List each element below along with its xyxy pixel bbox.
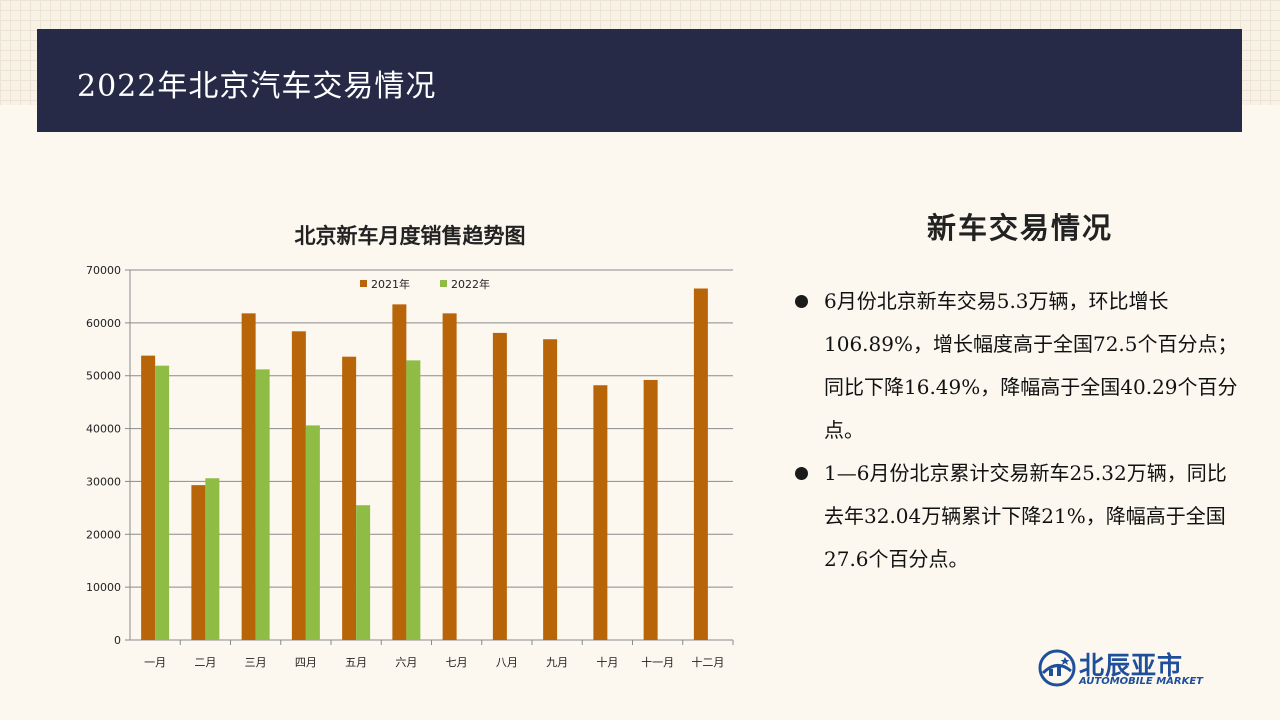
bar-2021	[291, 331, 306, 640]
legend-label: 2022年	[451, 277, 490, 291]
x-tick-label: 四月	[295, 656, 317, 669]
sales-bar-chart: 0 10000 20000 30000 40000 50000 60000 70000 一月 二月…	[86, 264, 734, 669]
logo-text-cn: 北辰亚市	[1079, 651, 1184, 680]
bar-2022	[406, 360, 421, 640]
x-tick-label: 十月	[596, 655, 618, 669]
y-tick-label: 60000	[86, 317, 121, 330]
bar-2021	[593, 385, 608, 640]
x-tick-label: 八月	[496, 656, 518, 669]
bullet-item: 6月份北京新车交易5.3万辆，环比增长106.89%，增长幅度高于全国72.5个…	[793, 280, 1243, 452]
y-tick-label: 20000	[86, 528, 121, 541]
y-tick-label: 10000	[86, 581, 121, 594]
bar-2021	[342, 356, 357, 640]
x-tick-label: 一月	[144, 656, 166, 669]
bullet-dot-icon	[795, 295, 808, 308]
bar-2021	[241, 313, 256, 640]
bar-2021	[643, 379, 658, 640]
bullet-text: 6月份北京新车交易5.3万辆，环比增长106.89%，增长幅度高于全国72.5个…	[824, 289, 1238, 442]
company-logo: 北辰亚市 AUTOMOBILE MARKET	[1036, 647, 1216, 693]
panel-title: 新车交易情况	[926, 211, 1113, 245]
bar-2021	[141, 355, 156, 640]
bar-2022	[205, 478, 220, 640]
x-tick-label: 二月	[194, 656, 216, 669]
page-title: 2022年北京汽车交易情况	[77, 69, 437, 104]
legend-label: 2021年	[371, 277, 410, 291]
x-tick-label: 十二月	[691, 655, 724, 669]
bar-2021	[392, 304, 407, 640]
bullet-dot-icon	[795, 467, 808, 480]
y-tick-label: 70000	[86, 264, 121, 277]
chart-title: 北京新车月度销售趋势图	[294, 224, 526, 248]
x-tick-label: 十一月	[641, 655, 674, 669]
bullet-text: 1—6月份北京累计交易新车25.32万辆，同比去年32.04万辆累计下降21%，…	[824, 461, 1227, 571]
bar-2021	[693, 288, 708, 640]
x-tick-label: 五月	[345, 656, 367, 669]
bar-2021	[492, 332, 507, 640]
x-tick-label: 九月	[546, 656, 568, 669]
y-tick-label: 50000	[86, 370, 121, 383]
bullet-item: 1—6月份北京累计交易新车25.32万辆，同比去年32.04万辆累计下降21%，…	[793, 452, 1243, 581]
legend-swatch	[440, 280, 447, 287]
y-tick-label: 30000	[86, 475, 121, 488]
logo-text-en: AUTOMOBILE MARKET	[1079, 676, 1204, 687]
bar-2021	[191, 485, 206, 640]
x-tick-label: 三月	[245, 656, 267, 669]
bar-2022	[305, 425, 320, 640]
x-tick-label: 七月	[446, 656, 468, 669]
bar-2021	[442, 313, 457, 640]
bullet-list: 6月份北京新车交易5.3万辆，环比增长106.89%，增长幅度高于全国72.5个…	[793, 280, 1243, 581]
bar-2022	[356, 505, 371, 640]
header-bar: 2022年北京汽车交易情况	[37, 29, 1242, 132]
bar-2021	[543, 339, 558, 640]
x-tick-label: 六月	[395, 656, 417, 669]
logo-emblem-icon	[1038, 649, 1076, 687]
bar-2022	[155, 365, 170, 640]
legend-swatch	[360, 280, 367, 287]
y-tick-label: 40000	[86, 423, 121, 436]
y-tick-label: 0	[114, 634, 121, 647]
bar-2022	[255, 369, 270, 640]
